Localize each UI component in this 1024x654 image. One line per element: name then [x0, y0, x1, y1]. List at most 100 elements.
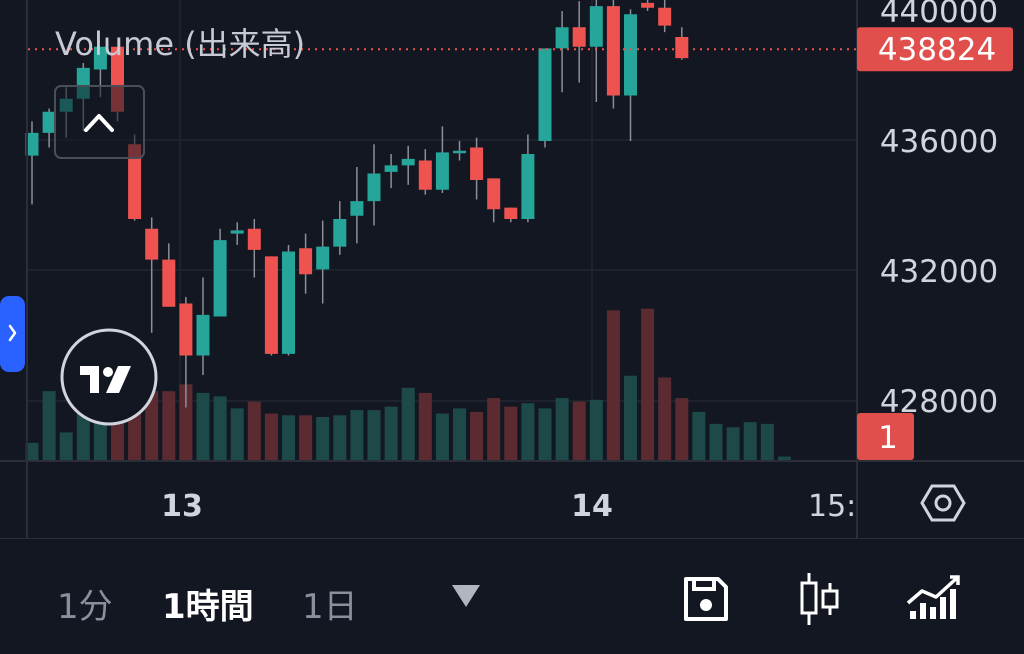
candle — [316, 220, 330, 304]
time-label-14: 14 — [571, 489, 613, 524]
candle — [453, 141, 466, 161]
candle-body — [25, 132, 39, 156]
candle — [384, 154, 398, 189]
candle-body — [350, 201, 364, 216]
candle — [555, 11, 569, 93]
volume-indicator-label[interactable]: Volume (出来高) — [55, 25, 305, 63]
candle — [264, 256, 278, 356]
candle-body — [299, 248, 313, 275]
volume-bar — [470, 411, 484, 460]
side-panel-tab[interactable] — [0, 296, 25, 372]
volume-bar — [572, 401, 586, 460]
interval-dropdown-icon[interactable] — [450, 583, 482, 609]
volume-bar — [145, 391, 159, 460]
volume-bar — [692, 411, 706, 460]
candle-body — [264, 256, 278, 354]
candle — [504, 207, 518, 223]
volume-bar — [606, 310, 620, 460]
candle — [521, 134, 535, 223]
candlesticks — [25, 0, 689, 408]
volume-bar — [247, 401, 261, 460]
volume-bar — [743, 422, 757, 460]
candle — [299, 233, 313, 294]
candle — [538, 48, 552, 148]
interval-1min[interactable]: 1分 — [57, 587, 113, 627]
volume-bar — [196, 392, 210, 460]
volume-bar — [589, 399, 603, 460]
candle — [350, 167, 364, 244]
volume-bar — [25, 442, 39, 460]
candle-body — [555, 27, 569, 49]
volume-bar — [726, 427, 740, 460]
candle-body — [196, 314, 210, 356]
candle-body — [333, 219, 347, 247]
candle — [658, 0, 672, 33]
volume-bar — [282, 415, 295, 460]
candle-body — [572, 27, 586, 47]
candle-body — [538, 48, 552, 141]
volume-bar — [264, 413, 278, 460]
volume-bar — [230, 408, 244, 460]
candle-body — [42, 111, 56, 133]
candle-body — [675, 37, 689, 59]
candle — [333, 201, 347, 255]
price-tick-label: 440000 — [880, 0, 998, 30]
candle-body — [128, 144, 142, 219]
candle-body — [504, 207, 518, 219]
volume-bar — [641, 308, 655, 460]
candle-body — [470, 147, 484, 180]
volume-badge: 1 — [857, 413, 914, 460]
current-price-badge: 438824 — [857, 27, 1013, 72]
candle-body — [624, 14, 637, 96]
candle — [145, 217, 159, 333]
volume-bar — [350, 410, 364, 460]
candle-body — [230, 230, 244, 234]
candle-body — [658, 7, 672, 26]
save-icon[interactable] — [682, 575, 730, 623]
current-price-text: 438824 — [878, 32, 996, 68]
candle-body — [606, 6, 620, 96]
candles-chart-type-icon[interactable] — [798, 571, 842, 627]
volume-bar — [316, 417, 330, 460]
candle-body — [589, 6, 603, 47]
volume-bar — [658, 377, 672, 460]
candle — [25, 121, 39, 205]
candle-body — [282, 251, 295, 354]
price-tick-label: 436000 — [880, 124, 998, 160]
candle — [162, 243, 176, 307]
chevron-up-icon — [84, 114, 114, 132]
candle-body — [401, 158, 415, 166]
interval-1day[interactable]: 1日 — [302, 587, 358, 627]
candle — [196, 277, 210, 375]
chart-settings-icon[interactable] — [920, 484, 966, 522]
candle-body — [162, 259, 176, 307]
volume-bar — [487, 398, 501, 460]
candle — [401, 145, 415, 185]
time-label-15: 15:0 — [808, 489, 875, 524]
volume-bar — [435, 413, 449, 460]
candle — [572, 1, 586, 83]
volume-bar — [333, 415, 347, 460]
candle — [418, 149, 432, 195]
volume-bar — [401, 387, 415, 460]
candle-body — [384, 165, 398, 172]
candle-body — [487, 178, 501, 210]
candle-body — [641, 2, 655, 8]
volume-badge-text: 1 — [878, 420, 898, 456]
interval-1hour[interactable]: 1時間 — [162, 587, 254, 627]
candle — [213, 228, 227, 317]
candle — [367, 144, 381, 226]
candle-body — [247, 228, 261, 250]
collapse-legend-button[interactable] — [54, 85, 145, 159]
chevron-right-icon — [8, 324, 17, 342]
candle — [42, 108, 56, 148]
tradingview-logo-icon — [60, 328, 158, 426]
volume-bar — [162, 391, 176, 460]
indicators-icon[interactable] — [906, 573, 962, 621]
volume-bar — [59, 432, 73, 460]
volume-bar — [504, 406, 518, 460]
candle — [624, 9, 637, 141]
time-label-15-clip: 15:0 — [808, 489, 875, 524]
bottom-strip — [0, 644, 1024, 654]
